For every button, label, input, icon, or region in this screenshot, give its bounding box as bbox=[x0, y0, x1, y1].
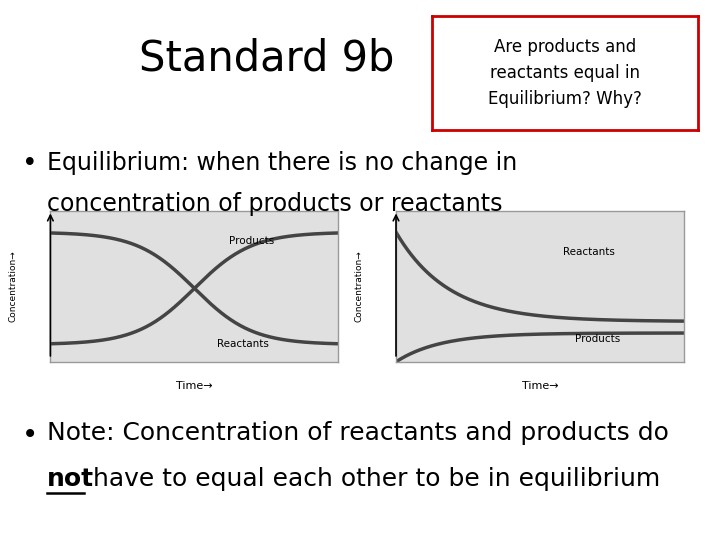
Text: Are products and
reactants equal in
Equilibrium? Why?: Are products and reactants equal in Equi… bbox=[488, 37, 642, 109]
Text: Concentration→: Concentration→ bbox=[354, 251, 363, 322]
Text: Reactants: Reactants bbox=[563, 247, 615, 257]
Text: Concentration→: Concentration→ bbox=[9, 251, 17, 322]
Text: •: • bbox=[22, 151, 37, 177]
Text: have to equal each other to be in equilibrium: have to equal each other to be in equili… bbox=[85, 467, 660, 491]
Text: Products: Products bbox=[229, 236, 274, 246]
Text: •: • bbox=[22, 421, 38, 449]
Text: Time→: Time→ bbox=[522, 381, 558, 391]
Text: Time→: Time→ bbox=[176, 381, 212, 391]
Text: Reactants: Reactants bbox=[217, 340, 269, 349]
Text: Products: Products bbox=[575, 334, 620, 343]
Text: Standard 9b: Standard 9b bbox=[139, 38, 394, 80]
Text: Note: Concentration of reactants and products do: Note: Concentration of reactants and pro… bbox=[47, 421, 669, 445]
Text: Equilibrium: when there is no change in: Equilibrium: when there is no change in bbox=[47, 151, 517, 175]
Text: not: not bbox=[47, 467, 94, 491]
Text: concentration of products or reactants: concentration of products or reactants bbox=[47, 192, 503, 215]
